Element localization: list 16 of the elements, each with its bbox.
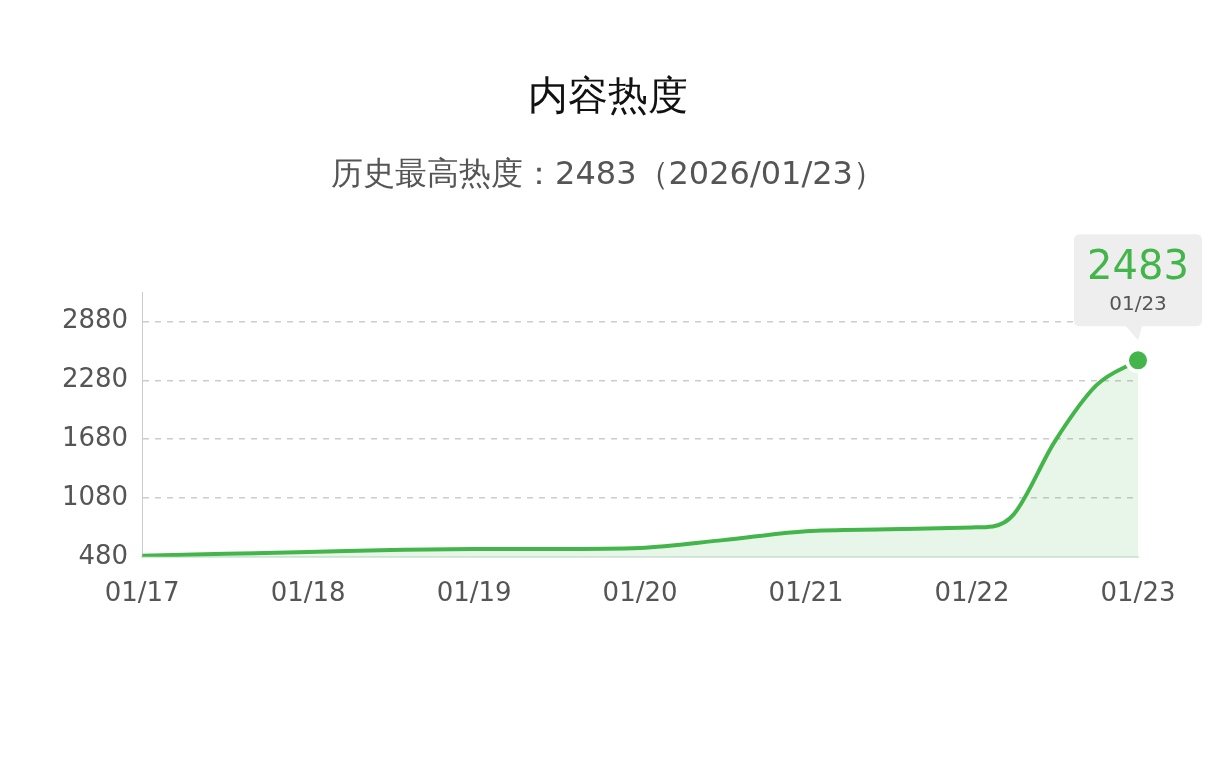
y-tick-label: 2280 xyxy=(62,363,129,394)
x-tick-label: 01/23 xyxy=(1100,577,1176,608)
y-tick-label: 1080 xyxy=(62,480,129,511)
chart-subtitle: 历史最高热度：2483（2026/01/23） xyxy=(330,153,886,194)
x-tick-label: 01/21 xyxy=(768,577,844,608)
y-tick-label: 480 xyxy=(78,539,129,570)
y-tick-label: 1680 xyxy=(62,421,129,452)
annotation: 01/23 xyxy=(1109,290,1167,315)
x-tick-label: 01/22 xyxy=(934,577,1010,608)
chart-title: 内容热度 xyxy=(527,71,689,120)
x-tick-label: 01/17 xyxy=(104,577,180,608)
x-tick-label: 01/18 xyxy=(270,577,346,608)
x-tick-label: 01/20 xyxy=(602,577,678,608)
y-tick-label: 2880 xyxy=(62,304,129,335)
annotation: 2483 xyxy=(1087,241,1189,288)
x-tick-label: 01/19 xyxy=(436,577,512,608)
